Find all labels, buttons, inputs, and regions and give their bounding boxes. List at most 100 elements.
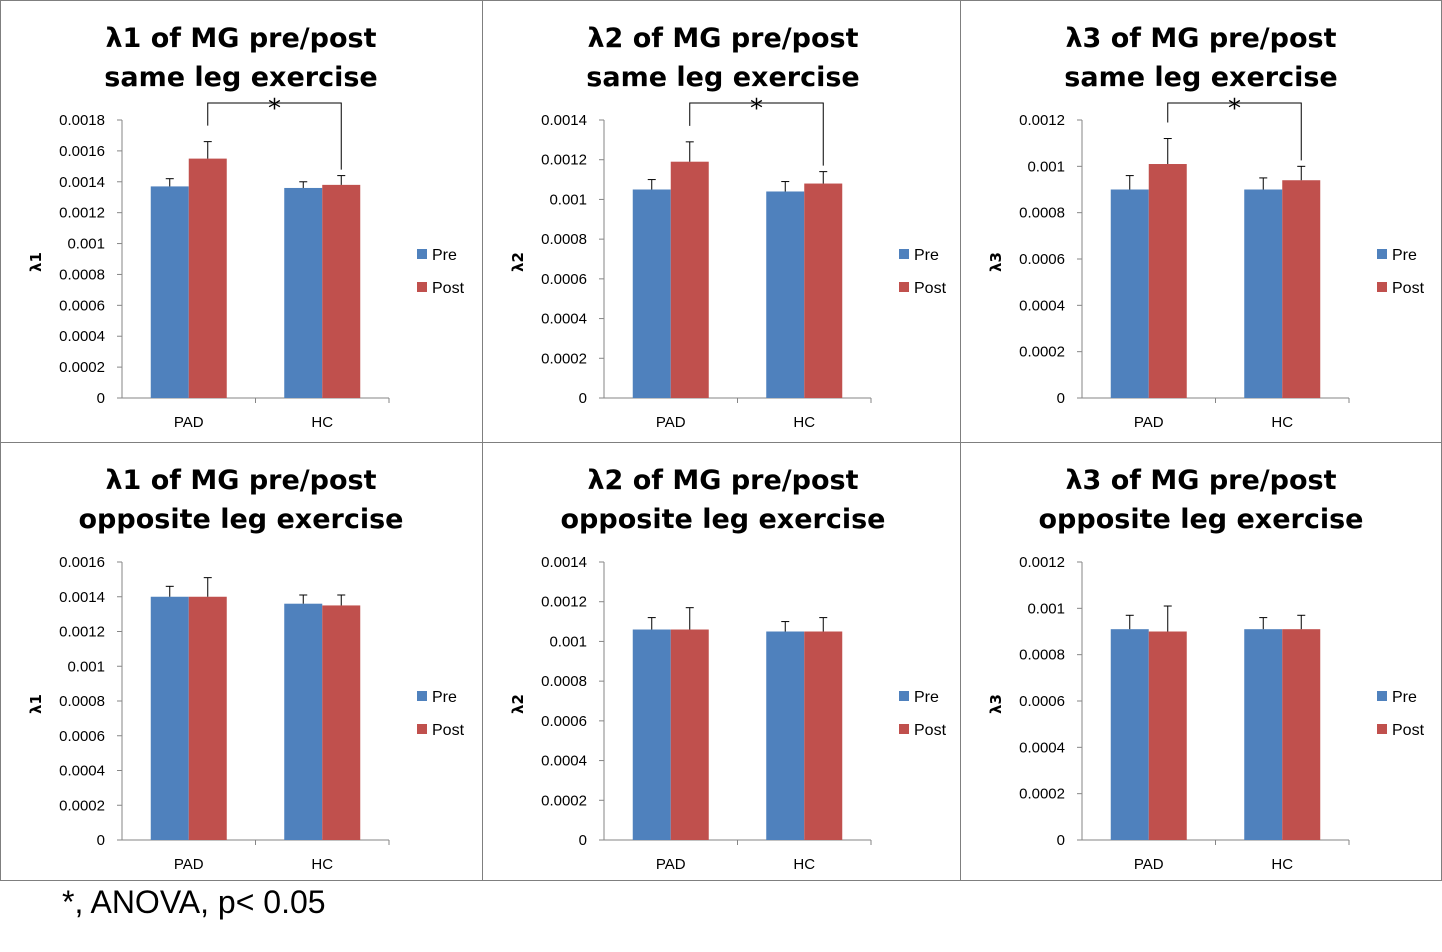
chart-title-line: λ3 of MG pre/post [1065, 23, 1336, 54]
bar-hc-pre [284, 187, 323, 398]
legend-label-pre: Pre [432, 247, 457, 264]
bar-pad-pre [632, 189, 671, 398]
y-tick-label: 0.001 [1027, 600, 1065, 617]
chart-title-line: λ2 of MG pre/post [587, 23, 858, 54]
legend-swatch-post [899, 282, 909, 292]
y-tick-label: 0.0006 [1019, 251, 1065, 268]
chart-title-line: λ3 of MG pre/post [1065, 465, 1336, 496]
y-tick-label: 0.0014 [541, 112, 587, 129]
y-tick-label: 0 [579, 832, 587, 849]
y-tick-label: 0.0014 [59, 174, 105, 191]
x-category-label: HC [793, 414, 815, 431]
x-category-label: PAD [656, 856, 686, 873]
significance-star: * [268, 94, 281, 124]
chart-title-line: same leg exercise [586, 62, 859, 93]
x-category-label: HC [311, 856, 333, 873]
y-tick-label: 0.0014 [541, 554, 587, 571]
y-tick-label: 0.0002 [1019, 786, 1065, 803]
chart-svg: λ2 of MG pre/post same leg exercise 0 0.000… [509, 23, 947, 431]
bar-pad-pre [1110, 629, 1149, 840]
legend-label-pre: Pre [432, 689, 457, 706]
x-category-label: PAD [656, 414, 686, 431]
bar-pad-post [188, 158, 227, 398]
chart-title-line: λ2 of MG pre/post [587, 465, 858, 496]
chart-svg: λ1 of MG pre/post opposite leg exercise 0 0… [27, 465, 465, 873]
y-axis-label: λ3 [987, 694, 1005, 714]
y-tick-label: 0.0012 [1019, 112, 1065, 129]
chart-title-line: same leg exercise [104, 62, 377, 93]
bar-pad-pre [150, 596, 189, 840]
y-tick-label: 0.0012 [541, 594, 587, 611]
bar-pad-pre [1110, 189, 1149, 398]
legend-label-post: Post [914, 280, 947, 297]
y-tick-label: 0.0002 [541, 792, 587, 809]
y-tick-label: 0.0006 [59, 728, 105, 745]
bar-pad-post [670, 629, 709, 840]
bar-hc-post [322, 184, 361, 398]
significance-star: * [1228, 94, 1241, 124]
y-tick-label: 0.001 [67, 658, 105, 675]
chart-title-line: same leg exercise [1064, 62, 1337, 93]
y-tick-label: 0.0018 [59, 112, 105, 129]
y-tick-label: 0.0008 [59, 266, 105, 283]
y-tick-label: 0.0004 [541, 753, 587, 770]
y-tick-label: 0.0008 [541, 673, 587, 690]
y-tick-label: 0.0008 [1019, 647, 1065, 664]
legend-swatch-post [417, 724, 427, 734]
y-axis-label: λ2 [509, 694, 527, 714]
y-tick-label: 0.0008 [59, 693, 105, 710]
legend-swatch-post [417, 282, 427, 292]
y-tick-label: 0 [579, 390, 587, 407]
y-tick-label: 0.0004 [59, 328, 105, 345]
legend-swatch-pre [417, 691, 427, 701]
y-tick-label: 0.0004 [59, 763, 105, 780]
bar-hc-pre [1244, 189, 1283, 398]
y-tick-label: 0.001 [549, 191, 587, 208]
y-tick-label: 0.0004 [1019, 297, 1065, 314]
chart-panel-4: λ1 of MG pre/post opposite leg exercise 0 0… [0, 442, 483, 881]
legend-label-post: Post [1392, 722, 1425, 739]
bar-hc-pre [284, 603, 323, 840]
legend-swatch-pre [899, 691, 909, 701]
y-tick-label: 0 [97, 390, 105, 407]
chart-panel-6: λ3 of MG pre/post opposite leg exercise 0 0… [960, 442, 1442, 881]
y-tick-label: 0.0006 [541, 271, 587, 288]
bar-hc-post [804, 631, 843, 840]
chart-title-line: opposite leg exercise [79, 504, 404, 535]
significance-bracket [689, 102, 824, 166]
legend-label-post: Post [432, 722, 465, 739]
x-category-label: HC [311, 414, 333, 431]
x-category-label: PAD [1134, 414, 1164, 431]
chart-panel-1: λ1 of MG pre/post same leg exercise 0 0.000… [0, 0, 483, 443]
y-tick-label: 0.0002 [541, 350, 587, 367]
bar-pad-post [1148, 164, 1187, 398]
chart-title-line: opposite leg exercise [1039, 504, 1364, 535]
chart-svg: λ3 of MG pre/post opposite leg exercise 0 0… [987, 465, 1425, 873]
chart-svg: λ3 of MG pre/post same leg exercise 0 0.000… [987, 23, 1425, 431]
chart-grid: λ1 of MG pre/post same leg exercise 0 0.000… [0, 0, 1442, 881]
legend-swatch-post [1377, 282, 1387, 292]
bar-hc-pre [766, 191, 805, 398]
legend-label-pre: Pre [1392, 247, 1417, 264]
legend-label-pre: Pre [914, 247, 939, 264]
y-tick-label: 0.0006 [59, 297, 105, 314]
y-axis-label: λ1 [27, 694, 45, 714]
chart-title-line: λ1 of MG pre/post [105, 465, 376, 496]
legend-swatch-post [899, 724, 909, 734]
bar-pad-post [1148, 631, 1187, 840]
bar-hc-post [322, 605, 361, 840]
bar-hc-post [1282, 629, 1321, 840]
bar-pad-pre [632, 629, 671, 840]
legend-label-pre: Pre [1392, 689, 1417, 706]
chart-panel-3: λ3 of MG pre/post same leg exercise 0 0.000… [960, 0, 1442, 443]
y-tick-label: 0.0002 [59, 359, 105, 376]
y-tick-label: 0.0012 [1019, 554, 1065, 571]
y-tick-label: 0.0012 [541, 152, 587, 169]
x-category-label: PAD [174, 414, 204, 431]
y-tick-label: 0.0004 [541, 311, 587, 328]
bar-hc-post [804, 183, 843, 398]
significance-bracket [1167, 102, 1302, 161]
legend-swatch-pre [1377, 249, 1387, 259]
y-tick-label: 0.001 [549, 633, 587, 650]
y-axis-label: λ2 [509, 252, 527, 272]
